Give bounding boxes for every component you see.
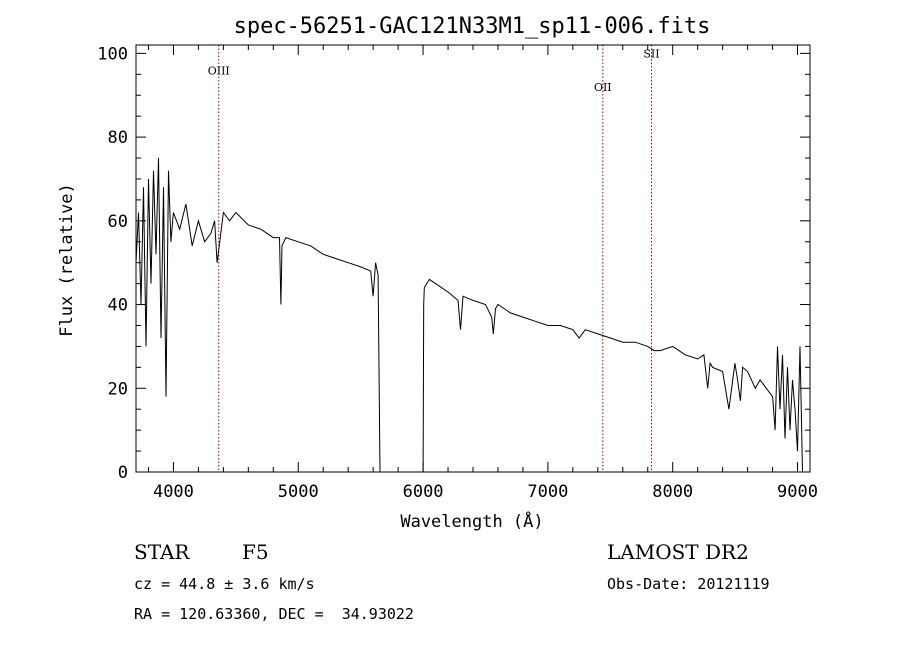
spectrum-line [135, 157, 803, 473]
coordinates: RA = 120.63360, DEC = 34.93022 [134, 605, 414, 623]
y-tick-label: 80 [108, 128, 128, 148]
plot-frame [135, 44, 811, 473]
object-class: STAR [134, 540, 190, 564]
y-tick-label: 0 [118, 463, 128, 483]
observation-date: Obs-Date: 20121119 [607, 575, 770, 593]
reference-line-label: OIII [208, 64, 230, 77]
plot-area: 4000 5000 6000 7000 8000 9000 0 20 40 60 80 100 OIII… [97, 44, 818, 502]
y-tick-label: 20 [108, 379, 128, 399]
reference-line-label: OII [594, 81, 612, 94]
y-tick-label: 40 [108, 296, 128, 316]
x-axis-label: Wavelength (Å) [400, 510, 543, 532]
reference-line-label: SII [643, 48, 659, 61]
x-tick-label: 8000 [652, 482, 693, 502]
chart-title: spec-56251-GAC121N33M1_sp11-006.fits [234, 14, 711, 39]
x-tick-label: 5000 [278, 482, 319, 502]
x-tick-label: 9000 [777, 482, 818, 502]
y-tick-label: 60 [108, 212, 128, 232]
x-tick-label: 6000 [403, 482, 444, 502]
redshift-value: cz = 44.8 ± 3.6 km/s [134, 575, 315, 593]
x-tick-label: 4000 [153, 482, 194, 502]
object-subclass: F5 [242, 540, 269, 564]
y-tick-label: 100 [97, 44, 128, 64]
survey-name: LAMOST DR2 [607, 540, 749, 564]
y-axis-label: Flux (relative) [57, 183, 77, 337]
x-tick-label: 7000 [527, 482, 568, 502]
